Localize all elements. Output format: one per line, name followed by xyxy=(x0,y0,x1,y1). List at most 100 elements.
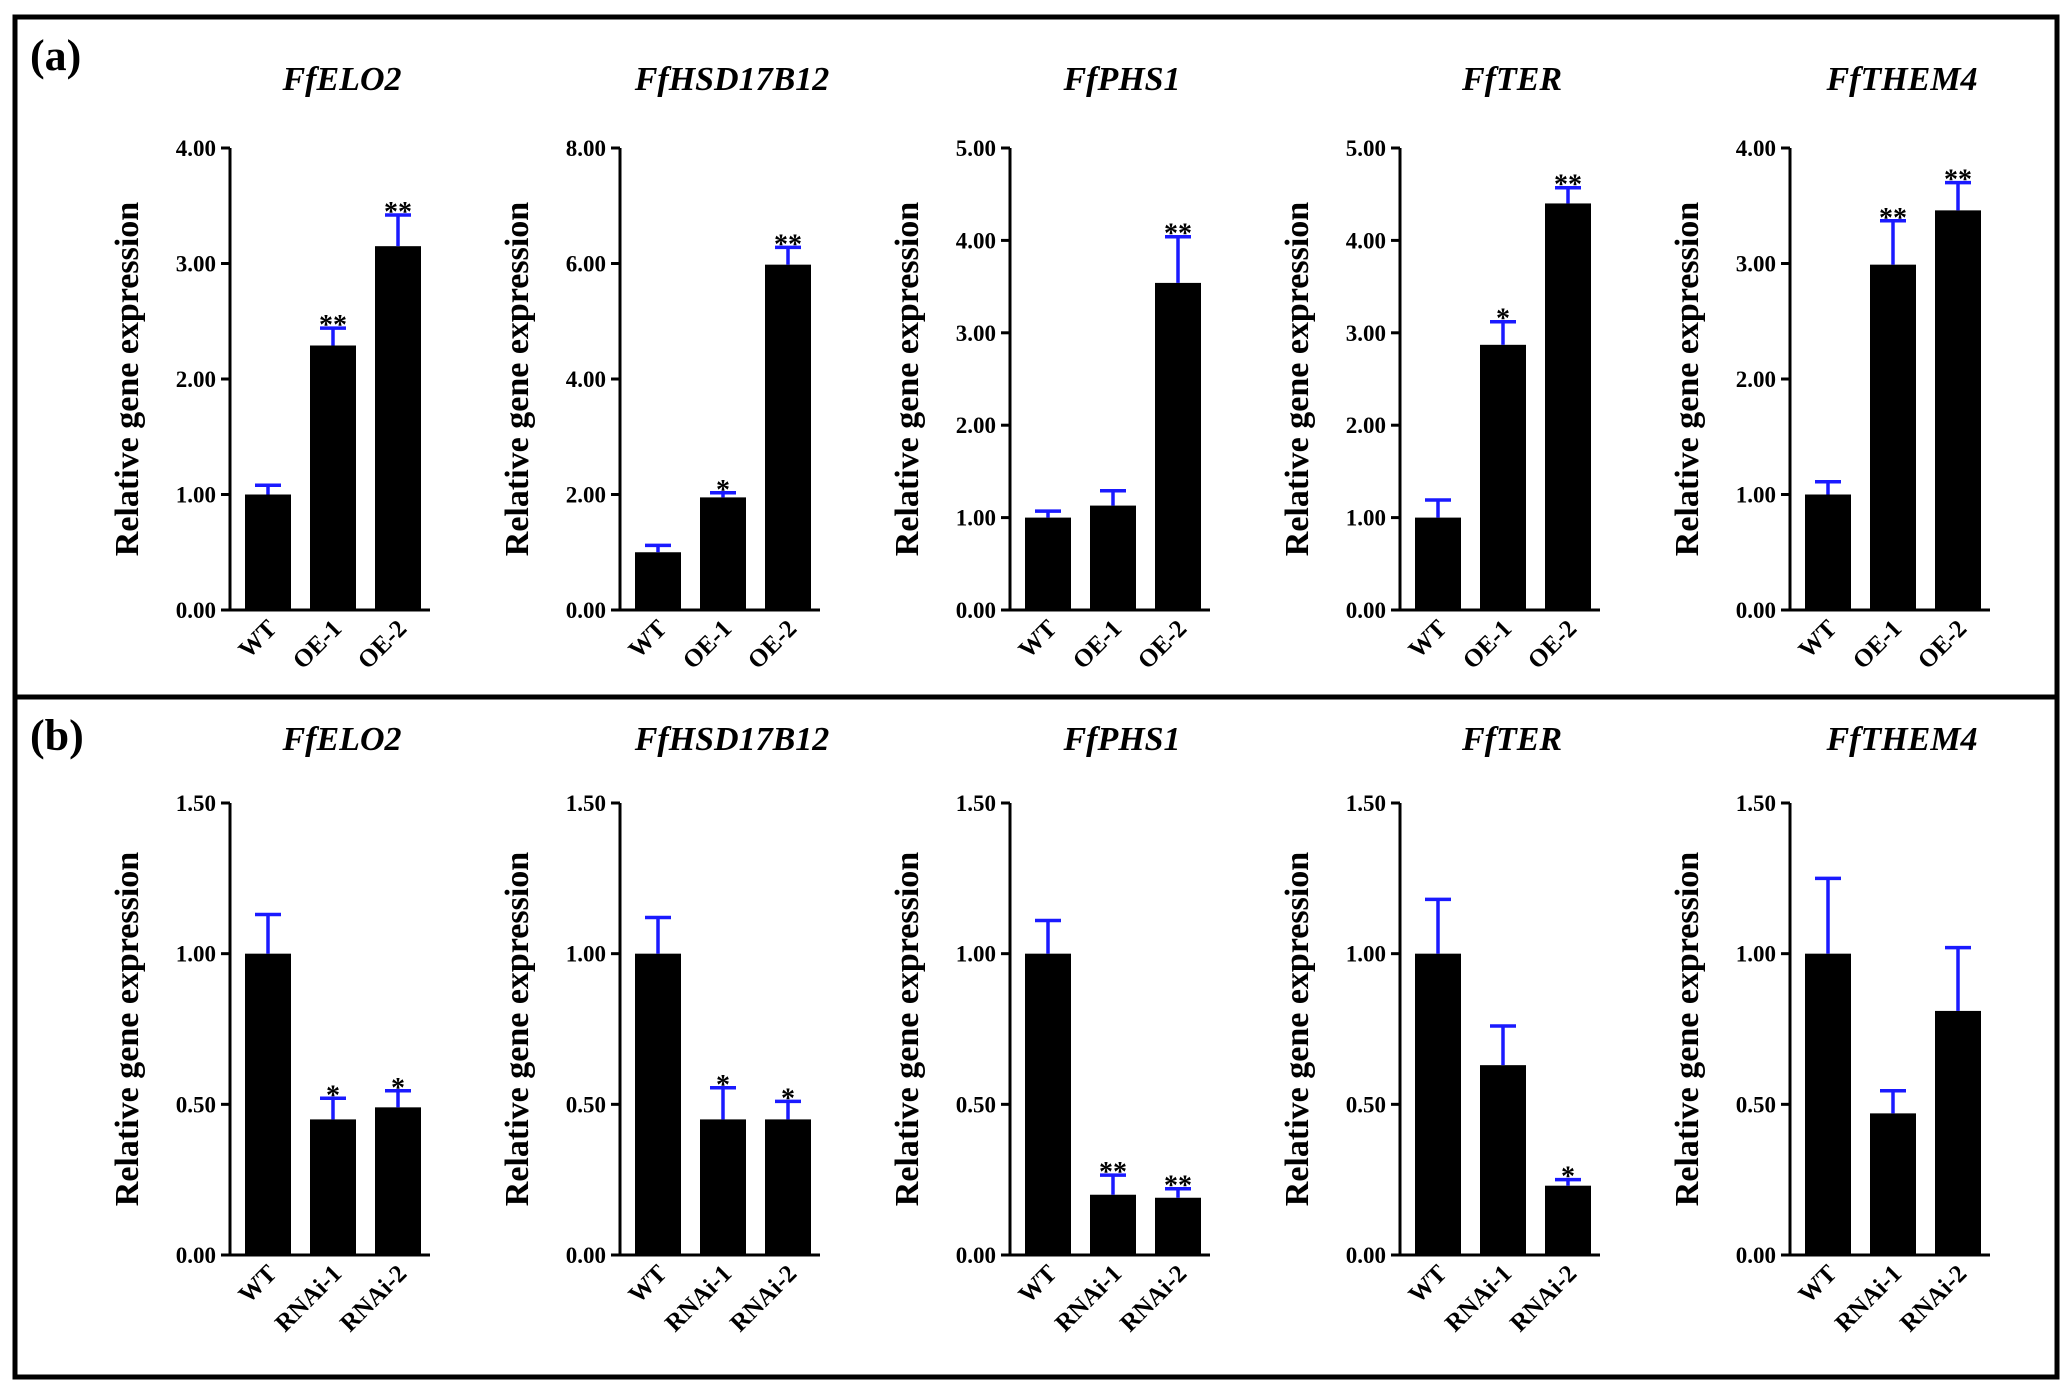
y-tick-label: 1.00 xyxy=(176,483,216,508)
y-tick-label: 0.00 xyxy=(566,598,606,623)
y-tick-label: 2.00 xyxy=(1736,367,1776,392)
significance-mark: * xyxy=(781,1083,795,1114)
chart-title: FfHSD17B12 xyxy=(634,61,830,98)
x-tick-label: OE-1 xyxy=(1848,615,1907,674)
bar-OE-2 xyxy=(765,264,811,610)
bar-RNAi-2 xyxy=(375,1107,421,1255)
y-tick-label: 1.50 xyxy=(956,791,996,816)
y-axis-label: Relative gene expression xyxy=(499,852,536,1207)
y-tick-label: 1.00 xyxy=(566,942,606,967)
x-tick-label: RNAi-2 xyxy=(1115,1260,1192,1337)
bar-WT xyxy=(245,953,291,1255)
chart-title: FfHSD17B12 xyxy=(634,721,830,758)
y-tick-label: 2.00 xyxy=(176,367,216,392)
y-axis-label: Relative gene expression xyxy=(1279,852,1316,1207)
y-tick-label: 8.00 xyxy=(566,136,606,161)
bar-WT xyxy=(1415,953,1461,1255)
x-tick-label: WT xyxy=(1404,615,1453,664)
x-tick-label: RNAi-1 xyxy=(660,1260,737,1337)
y-tick-label: 1.00 xyxy=(1346,942,1386,967)
significance-mark: * xyxy=(1561,1162,1575,1193)
chart-10: FfTHEM4 Relative gene expression 0.00 0.50 1… xyxy=(1669,721,1990,1337)
y-tick-label: 5.00 xyxy=(956,136,996,161)
y-tick-label: 6.00 xyxy=(566,252,606,277)
y-tick-label: 0.50 xyxy=(566,1092,606,1117)
y-tick-label: 4.00 xyxy=(566,367,606,392)
chart-4: FfTER Relative gene expression 0.00 1.00 2.0… xyxy=(1279,61,1600,675)
x-tick-label: WT xyxy=(1014,615,1063,664)
y-tick-label: 3.00 xyxy=(1736,252,1776,277)
significance-mark: * xyxy=(1496,304,1510,335)
chart-title: FfPHS1 xyxy=(1062,61,1180,98)
chart-title: FfPHS1 xyxy=(1062,721,1180,758)
bar-WT xyxy=(1415,517,1461,610)
x-tick-label: RNAi-1 xyxy=(1440,1260,1517,1337)
y-tick-label: 1.50 xyxy=(1736,791,1776,816)
chart-6: FfELO2 Relative gene expression 0.00 0.50 1.… xyxy=(109,721,430,1337)
significance-mark: ** xyxy=(774,229,802,260)
chart-8: FfPHS1 Relative gene expression 0.00 0.50 1.… xyxy=(889,721,1210,1337)
bar-WT xyxy=(1025,953,1071,1255)
bar-WT xyxy=(1805,953,1851,1255)
chart-5: FfTHEM4 Relative gene expression 0.00 1.00 2… xyxy=(1669,61,1990,675)
y-tick-label: 1.00 xyxy=(1736,483,1776,508)
bar-OE-1 xyxy=(1870,264,1916,610)
x-tick-label: OE-1 xyxy=(288,615,347,674)
x-tick-label: RNAi-2 xyxy=(1505,1260,1582,1337)
x-tick-label: RNAi-1 xyxy=(1050,1260,1127,1337)
bar-RNAi-1 xyxy=(1870,1113,1916,1255)
bar-WT xyxy=(245,494,291,610)
chart-9: FfTER Relative gene expression 0.00 0.50 1.0… xyxy=(1279,721,1600,1337)
significance-mark: ** xyxy=(1879,203,1907,234)
x-tick-label: OE-2 xyxy=(1913,615,1972,674)
significance-mark: ** xyxy=(1554,170,1582,201)
panel-b-border xyxy=(12,694,2060,1380)
y-tick-label: 0.00 xyxy=(1736,1243,1776,1268)
x-tick-label: RNAi-1 xyxy=(270,1260,347,1337)
x-tick-label: WT xyxy=(234,615,283,664)
y-tick-label: 0.00 xyxy=(1346,598,1386,623)
bar-RNAi-2 xyxy=(1935,1010,1981,1255)
chart-title: FfTER xyxy=(1461,61,1562,98)
chart-7: FfHSD17B12 Relative gene expression 0.00 0.… xyxy=(499,721,829,1337)
significance-mark: * xyxy=(391,1073,405,1104)
chart-title: FfELO2 xyxy=(282,61,402,98)
x-tick-label: WT xyxy=(1794,1260,1843,1309)
x-tick-label: OE-2 xyxy=(1133,615,1192,674)
y-tick-label: 3.00 xyxy=(956,321,996,346)
y-tick-label: 2.00 xyxy=(566,483,606,508)
x-tick-label: RNAi-2 xyxy=(725,1260,802,1337)
chart-title: FfTHEM4 xyxy=(1825,61,1977,98)
y-tick-label: 0.50 xyxy=(1736,1092,1776,1117)
panel-b-label: (b) xyxy=(30,711,84,760)
y-tick-label: 1.00 xyxy=(956,942,996,967)
bar-OE-2 xyxy=(1545,203,1591,610)
y-tick-label: 2.00 xyxy=(1346,413,1386,438)
bar-OE-2 xyxy=(1155,282,1201,610)
y-tick-label: 4.00 xyxy=(956,228,996,253)
x-tick-label: WT xyxy=(234,1260,283,1309)
y-axis-label: Relative gene expression xyxy=(1669,852,1706,1207)
bar-RNAi-1 xyxy=(1480,1065,1526,1255)
x-tick-label: OE-2 xyxy=(1523,615,1582,674)
significance-mark: ** xyxy=(319,310,347,341)
bar-WT xyxy=(635,552,681,610)
y-tick-label: 0.00 xyxy=(956,1243,996,1268)
x-tick-label: OE-2 xyxy=(353,615,412,674)
bar-OE-1 xyxy=(1090,505,1136,610)
bar-WT xyxy=(1805,494,1851,610)
significance-mark: * xyxy=(716,475,730,506)
bar-RNAi-2 xyxy=(1545,1185,1591,1255)
y-tick-label: 1.50 xyxy=(566,791,606,816)
x-tick-label: WT xyxy=(1404,1260,1453,1309)
y-tick-label: 3.00 xyxy=(1346,321,1386,346)
y-tick-label: 1.00 xyxy=(176,942,216,967)
bar-OE-1 xyxy=(310,345,356,610)
y-tick-label: 1.50 xyxy=(176,791,216,816)
y-tick-label: 1.00 xyxy=(956,506,996,531)
bar-OE-2 xyxy=(375,246,421,611)
bar-WT xyxy=(635,953,681,1255)
chart-1: FfELO2 Relative gene expression 0.00 1.00 2.… xyxy=(109,61,430,675)
y-axis-label: Relative gene expression xyxy=(499,202,536,557)
